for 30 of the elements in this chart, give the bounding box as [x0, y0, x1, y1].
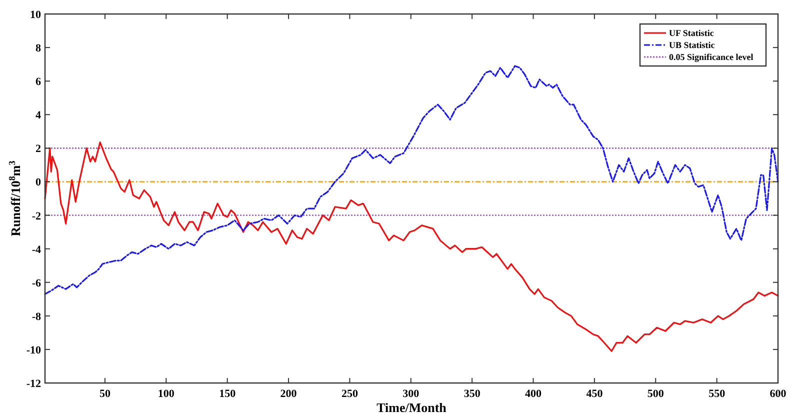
x-tick-label: 400	[525, 388, 542, 400]
x-tick-label: 200	[280, 388, 298, 400]
line-series	[44, 65, 779, 295]
y-tick-label: -12	[26, 378, 42, 390]
x-tick-label: 300	[402, 388, 420, 400]
y-tick-label: -6	[32, 277, 42, 290]
x-tick-label: 250	[341, 388, 358, 400]
x-tick-label: 450	[586, 388, 604, 400]
x-tick-label: 600	[770, 388, 787, 400]
line-series	[44, 142, 779, 352]
x-tick-label: 50	[99, 388, 111, 400]
y-tick-label: -8	[32, 310, 42, 323]
legend-label: UB Statistic	[669, 40, 715, 50]
y-tick-label: 8	[36, 42, 42, 55]
x-tick-label: 100	[158, 388, 175, 400]
y-tick-label: 6	[36, 76, 42, 88]
x-tick-label: 150	[219, 388, 236, 400]
y-tick-label: -4	[32, 244, 42, 256]
y-tick-label: -2	[32, 210, 42, 222]
legend-label: UF Statistic	[669, 28, 714, 38]
x-axis-title: Time/Month	[376, 400, 448, 415]
legend-label: 0.05 Significance level	[669, 52, 754, 62]
y-tick-label: 2	[36, 143, 42, 156]
x-tick-label: 550	[708, 388, 726, 400]
x-tick-label: 500	[647, 388, 664, 400]
y-tick-label: 0	[36, 176, 42, 189]
y-tick-label: 10	[30, 9, 42, 21]
x-tick-label: 350	[464, 388, 481, 400]
y-tick-label: 4	[36, 110, 42, 122]
y-tick-label: -10	[26, 344, 42, 356]
